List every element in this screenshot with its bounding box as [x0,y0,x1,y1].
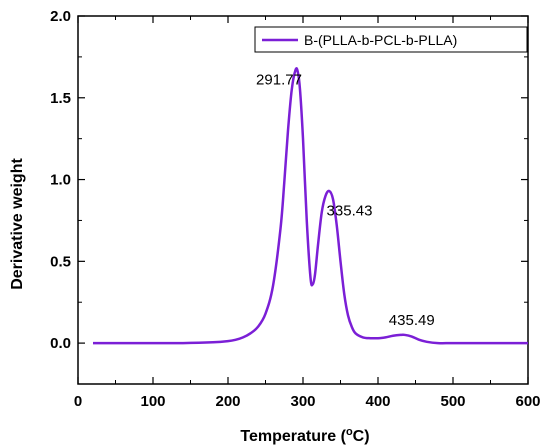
x-tick-label: 0 [74,393,82,410]
x-tick-label: 100 [140,393,165,410]
x-tick-label: 600 [515,393,540,410]
series-layer [93,67,528,345]
y-axis-title: Derivative weight [9,158,26,290]
peak-annotation: 435.49 [389,312,435,329]
legend: B-(PLLA-b-PCL-b-PLLA) [254,26,528,53]
axes-layer: 0 100 200 300 400 500 600 0.0 0.5 1.0 1.5 2.0 [50,8,540,410]
x-tick-label: 400 [365,393,390,410]
x-tick-label: 300 [290,393,315,410]
y-tick-label: 0.0 [50,335,71,352]
x-axis-title-unit: C) [353,428,370,445]
peak-annotation: 335.43 [327,203,373,220]
plot-frame [77,15,529,385]
peak-annotation: 291.77 [256,72,302,89]
y-tick-label: 1.0 [50,172,71,189]
legend-label: B-(PLLA-b-PCL-b-PLLA) [304,32,457,48]
y-tick-label: 1.5 [50,90,71,107]
y-tick-label: 0.5 [50,253,71,270]
degree-sign-icon: o [346,426,353,438]
y-tick-label: 2.0 [50,8,71,25]
series-line [93,67,528,345]
x-tick-label: 200 [215,393,240,410]
x-axis-title-main: Temperature ( [240,428,346,445]
annotation-layer: 291.77 335.43 435.49 [256,72,435,329]
x-tick-label: 500 [440,393,465,410]
legend-box [254,26,528,53]
x-axis-title: Temperature (oC) [240,426,369,445]
